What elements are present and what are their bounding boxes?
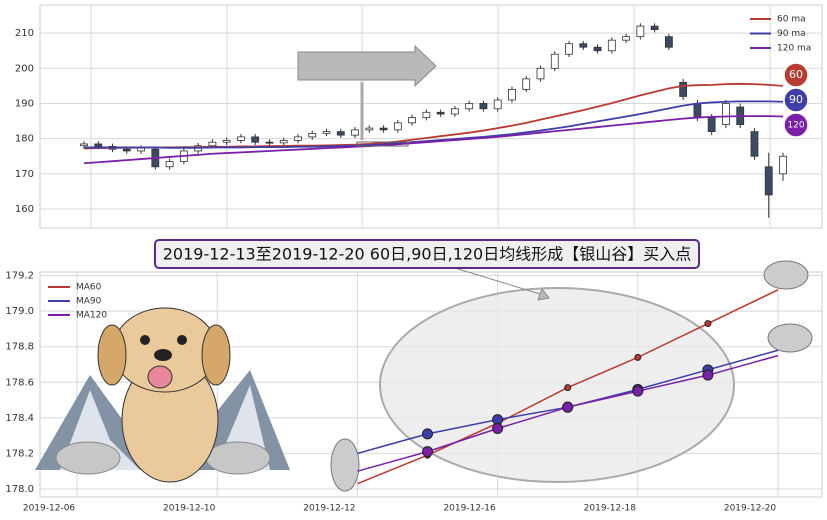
candle-body: [365, 127, 374, 131]
badge: [783, 112, 809, 138]
point: [562, 401, 574, 413]
chart-title: 2019-12-13至2019-12-20 60日,90日,120日均线形成【银…: [163, 245, 692, 264]
y-tick-label: 178.8: [5, 342, 34, 353]
x-tick-label: 2019-12-12: [303, 504, 355, 514]
y-tick-label: 190: [15, 98, 34, 109]
candle-body: [450, 108, 459, 115]
candle-body: [607, 39, 616, 52]
candle-body: [122, 148, 131, 152]
candle-body: [693, 103, 702, 118]
candle-body: [436, 111, 445, 115]
candle-body: [251, 136, 260, 143]
candle-body: [636, 25, 645, 38]
badge: [783, 62, 809, 88]
candle-body: [408, 117, 417, 124]
candle-body: [522, 78, 531, 90]
candle-body: [565, 43, 573, 55]
candle-body: [664, 36, 673, 48]
y-tick-label: 178.6: [5, 377, 34, 388]
x-tick-label: 2019-12-10: [163, 504, 216, 514]
candle-body: [764, 166, 773, 196]
point: [632, 385, 644, 397]
candle-body: [237, 136, 245, 141]
y-tick-label: 179.2: [5, 271, 34, 282]
candle-body: [750, 131, 759, 157]
badge: [783, 87, 809, 113]
y-tick-label: 178.4: [5, 413, 34, 424]
point: [422, 446, 433, 458]
point: [564, 384, 572, 392]
candle-body: [294, 136, 302, 141]
y-tick-label: 180: [15, 134, 34, 145]
y-tick-label: 178.2: [5, 448, 34, 459]
candle-body: [393, 122, 402, 131]
y-tick-label: 178.0: [5, 484, 34, 495]
point: [422, 428, 433, 440]
candle-body: [222, 140, 231, 143]
candle-body: [479, 103, 488, 110]
legend-label: MA120: [76, 311, 107, 321]
candle-body: [465, 103, 474, 110]
candle-body: [94, 143, 103, 147]
candle-body: [779, 155, 787, 175]
candle-body: [308, 132, 317, 138]
y-tick-label: 200: [15, 63, 34, 74]
candle-body: [536, 67, 545, 80]
candle-body: [679, 81, 688, 97]
candle-body: [80, 143, 88, 147]
candle-body: [165, 161, 174, 168]
legend-label: MA60: [76, 283, 102, 293]
candle-body: [579, 43, 588, 48]
ma-line: [84, 100, 784, 149]
candle-body: [336, 131, 345, 136]
y-tick-label: 160: [15, 204, 34, 215]
candle-body: [322, 131, 331, 134]
candle-body: [550, 53, 559, 69]
candle-body: [493, 99, 502, 110]
candle-body: [722, 103, 730, 125]
candle-body: [351, 129, 359, 136]
legend-label: MA90: [76, 297, 102, 307]
candle-body: [208, 141, 217, 147]
y-tick-label: 170: [15, 169, 34, 180]
point: [492, 423, 504, 435]
x-tick-label: 2019-12-20: [724, 504, 777, 514]
candle-body: [137, 147, 145, 152]
candle-body: [265, 141, 274, 144]
candle-body: [650, 25, 659, 31]
legend-label: 120 ma: [777, 44, 811, 54]
legend-label: 60 ma: [777, 15, 806, 25]
candle-body: [422, 111, 431, 118]
badge-label: 90: [789, 93, 803, 106]
x-tick-label: 2019-12-18: [584, 504, 637, 514]
candle-body: [508, 89, 516, 101]
badge-label: 120: [787, 121, 804, 131]
candle-body: [379, 127, 388, 131]
x-tick-label: 2019-12-16: [443, 504, 496, 514]
candle-body: [707, 117, 716, 133]
candle-body: [279, 140, 288, 144]
point: [634, 353, 642, 361]
candle-body: [622, 36, 630, 41]
point: [702, 369, 714, 381]
top-plot-frame: [39, 4, 823, 229]
badge-label: 60: [789, 68, 803, 81]
point: [704, 320, 712, 328]
legend-label: 90 ma: [777, 29, 806, 39]
y-tick-label: 210: [15, 28, 34, 39]
ma-line: [83, 115, 784, 165]
y-tick-label: 179.0: [5, 306, 34, 317]
decoration: [35, 44, 813, 492]
x-tick-label: 2019-12-06: [23, 504, 76, 514]
candle-body: [593, 46, 602, 52]
